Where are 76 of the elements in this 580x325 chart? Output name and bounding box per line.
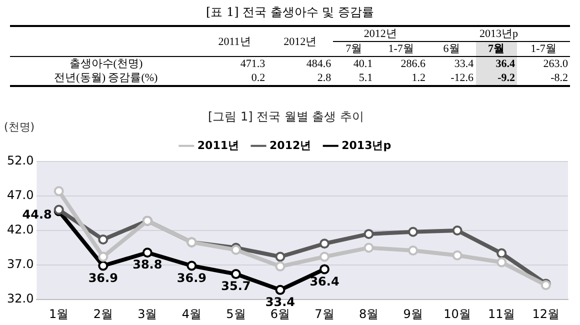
- point: [408, 246, 418, 256]
- text: -8.2: [517, 71, 570, 86]
- data-label: 38.8: [132, 258, 162, 272]
- y-tick-label: 47.0: [7, 188, 34, 202]
- text: 출생아수(천명): [68, 57, 144, 71]
- x-tick-label: 3월: [138, 306, 158, 321]
- data-label: 36.9: [88, 270, 118, 285]
- text: 1.2: [374, 71, 428, 86]
- point: [275, 284, 286, 295]
- y-tick-label: 32.0: [7, 292, 34, 306]
- point: [186, 260, 197, 271]
- x-tick-label: 5월: [226, 306, 246, 321]
- y-axis-title: (천명): [4, 120, 35, 134]
- x-tick-label: 4월: [182, 306, 202, 321]
- point: [496, 248, 507, 258]
- text: -12.6: [428, 71, 476, 86]
- point: [319, 264, 330, 274]
- text: -9.2: [476, 71, 518, 86]
- text: 전년(동월) 증감률(%): [10, 71, 202, 86]
- x-tick-label: 9월: [403, 306, 423, 321]
- y-tick-label: 37.0: [7, 257, 34, 272]
- legend-label: 2012년: [270, 138, 312, 152]
- text: 2013년p: [428, 26, 570, 42]
- x-tick-label: 11월: [488, 306, 516, 321]
- text: 6월: [428, 42, 476, 56]
- text: 36.4: [476, 56, 518, 71]
- x-tick-label: 10월: [444, 306, 471, 321]
- point: [319, 252, 330, 262]
- text: 2011년: [202, 26, 268, 56]
- point: [54, 186, 64, 196]
- point: [364, 242, 374, 253]
- text: 5.1: [333, 71, 375, 86]
- y-tick-label: 42.0: [7, 222, 34, 237]
- point: [496, 257, 507, 268]
- text: 1-7월: [374, 42, 428, 56]
- text: 471.3: [239, 57, 266, 71]
- point: [319, 238, 330, 249]
- x-tick-label: 1월: [49, 306, 69, 321]
- data-label: 44.8: [22, 207, 52, 222]
- data-label: 36.9: [176, 270, 206, 285]
- text: 1-7월: [517, 42, 570, 56]
- legend-label: 2011년: [197, 138, 240, 152]
- x-tick-label: 12월: [532, 306, 560, 321]
- point: [452, 250, 462, 260]
- data-label: 35.7: [221, 279, 251, 294]
- x-tick-label: 8월: [358, 306, 379, 321]
- point: [275, 261, 286, 272]
- point: [98, 234, 108, 244]
- text: 2012년: [333, 26, 428, 42]
- x-tick-label: 6월: [270, 306, 290, 321]
- text: 484.6: [305, 57, 332, 71]
- text: 7월: [476, 42, 518, 56]
- text: 0.2: [202, 71, 268, 86]
- chart-title: [그림 1] 전국 월별 출생 추이: [208, 109, 364, 124]
- x-tick-label: 2월: [93, 306, 113, 321]
- y-tick-label: 52.0: [7, 154, 34, 168]
- text: 2012년: [267, 26, 334, 56]
- text: [표 1] 전국 출생아수 및 증감률: [204, 4, 376, 21]
- point: [364, 228, 374, 239]
- text: 40.1: [352, 57, 374, 71]
- text: 263.0: [542, 57, 569, 71]
- point: [98, 252, 108, 262]
- text: 2.8: [267, 71, 334, 86]
- point: [452, 226, 462, 236]
- text: 286.6: [400, 57, 427, 71]
- point: [230, 269, 241, 280]
- point: [408, 226, 418, 237]
- point: [275, 252, 286, 262]
- point: [142, 248, 152, 258]
- x-tick-label: 7월: [314, 306, 334, 321]
- data-label: 33.4: [265, 295, 296, 310]
- data-label: 36.4: [310, 274, 340, 288]
- point: [98, 260, 108, 271]
- legend-label: 2013년p: [342, 138, 392, 152]
- text: 33.4: [453, 57, 475, 71]
- text: 7월: [333, 42, 375, 56]
